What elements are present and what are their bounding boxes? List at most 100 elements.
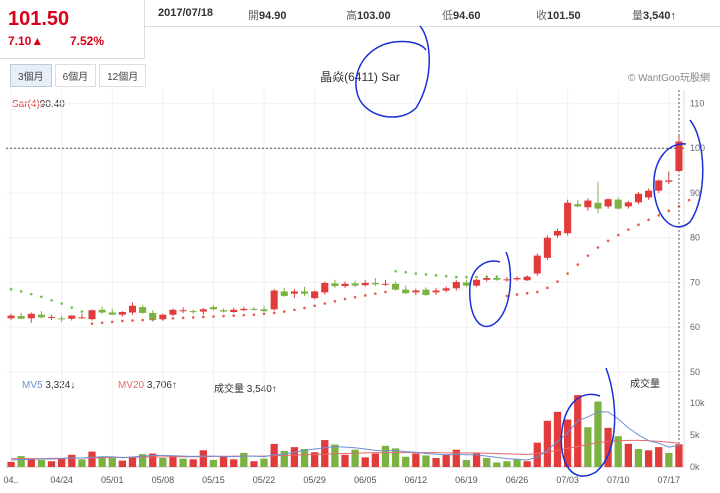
sar-dot — [181, 316, 185, 320]
sar-dot — [29, 292, 33, 296]
volume-bar — [665, 452, 673, 467]
candle-body — [7, 315, 15, 319]
volume-bar — [37, 459, 46, 467]
candle-body — [634, 193, 643, 203]
volume-bar — [108, 458, 116, 467]
volume-bar — [7, 461, 15, 467]
volume-bar — [17, 456, 25, 467]
volume-legend: 成交量 3,540↑ — [214, 384, 277, 395]
close-value: 收101.50 — [536, 10, 581, 22]
volume-bar — [149, 453, 157, 467]
sar-dot — [303, 306, 306, 310]
price-change: 7.10▲ — [8, 34, 44, 48]
sar-dot — [576, 263, 580, 266]
candle-body — [412, 290, 420, 293]
x-tick-label: 06/05 — [354, 475, 377, 485]
volume-bar — [462, 459, 471, 467]
candle-body — [128, 305, 137, 313]
volume-bar — [128, 456, 137, 467]
volume-bar — [68, 454, 76, 467]
volume-bar — [260, 458, 268, 467]
sar-dot — [606, 239, 610, 243]
volume-bar — [219, 456, 228, 467]
sar-dot — [485, 275, 488, 278]
candle-body — [88, 310, 96, 320]
volume-bar — [310, 452, 319, 467]
volume-bar — [88, 451, 96, 467]
x-tick-label: 05/22 — [253, 475, 276, 485]
sar-dot — [272, 311, 276, 315]
volume-bar — [159, 458, 167, 467]
volume-bar — [199, 450, 207, 467]
sar-dot — [505, 294, 509, 298]
volume-bar — [138, 454, 147, 467]
volume-value: 量3,540↑ — [632, 10, 677, 22]
volume-bar — [240, 452, 248, 467]
volume-bar — [230, 459, 238, 467]
sar-dot — [627, 228, 630, 231]
sar-dot — [90, 322, 94, 325]
candle-body — [645, 190, 653, 198]
candle-body — [199, 309, 207, 312]
volume-bar — [371, 453, 380, 467]
watermark: © WantGoo玩股網 — [627, 73, 710, 84]
volume-bar — [300, 449, 309, 467]
volume-bar — [442, 454, 450, 467]
volume-bar — [78, 459, 86, 467]
candle-body — [37, 314, 45, 318]
candle-body — [604, 199, 612, 207]
sar-dot — [515, 293, 519, 296]
annotation-circle — [469, 251, 512, 327]
sar-dot — [687, 198, 691, 202]
tab-12-months[interactable]: 12個月 — [99, 64, 147, 87]
sar-dot — [475, 275, 478, 279]
candle-body — [594, 202, 602, 209]
sar-dot — [9, 287, 13, 291]
candle-body — [503, 279, 511, 281]
sar-dot — [252, 313, 256, 317]
sar-dot — [637, 223, 640, 227]
x-tick-label: 07/03 — [556, 475, 579, 485]
candle-body — [321, 282, 329, 293]
candle-body — [381, 283, 390, 285]
volume-bar — [290, 447, 299, 467]
volume-bar — [118, 460, 127, 467]
sar-dot — [212, 315, 215, 318]
x-tick-label: 05/08 — [152, 475, 175, 485]
open-value: 開94.90 — [248, 10, 287, 22]
tab-6-months[interactable]: 6個月 — [54, 64, 97, 87]
candle-body — [300, 291, 309, 294]
sar-dot — [424, 273, 428, 276]
candle-body — [331, 283, 339, 287]
sar-dot — [657, 214, 661, 217]
sar-dot — [100, 321, 104, 325]
sar-dot — [667, 209, 671, 213]
volume-tick-label: 5k — [690, 430, 700, 440]
current-price: 101.50 — [8, 8, 70, 30]
volume-bar — [402, 456, 410, 467]
candle-body — [574, 204, 582, 207]
candle-body — [462, 282, 470, 286]
sar-dot — [19, 290, 23, 293]
candle-body — [240, 308, 248, 311]
x-tick-label: 05/15 — [202, 475, 225, 485]
candle-body — [493, 278, 501, 280]
volume-bar — [331, 444, 339, 467]
volume-bar — [644, 450, 653, 467]
candle-body — [270, 290, 278, 310]
candle-body — [250, 308, 258, 310]
volume-bar — [624, 443, 632, 467]
candle-body — [523, 276, 531, 281]
sar-dot — [50, 299, 53, 302]
annotation-circle — [560, 367, 616, 477]
candle-body — [108, 312, 116, 315]
sar-dot — [161, 317, 165, 321]
candle-body — [564, 202, 572, 234]
volume-bar — [321, 440, 329, 467]
tab-3-months[interactable]: 3個月 — [10, 64, 52, 87]
sar-dot — [333, 299, 337, 303]
chart-title: 晶焱(6411) Sar — [320, 70, 400, 84]
sar-dot — [262, 312, 266, 316]
sar-dot — [374, 292, 377, 295]
volume-tick-label: 0k — [690, 462, 700, 472]
